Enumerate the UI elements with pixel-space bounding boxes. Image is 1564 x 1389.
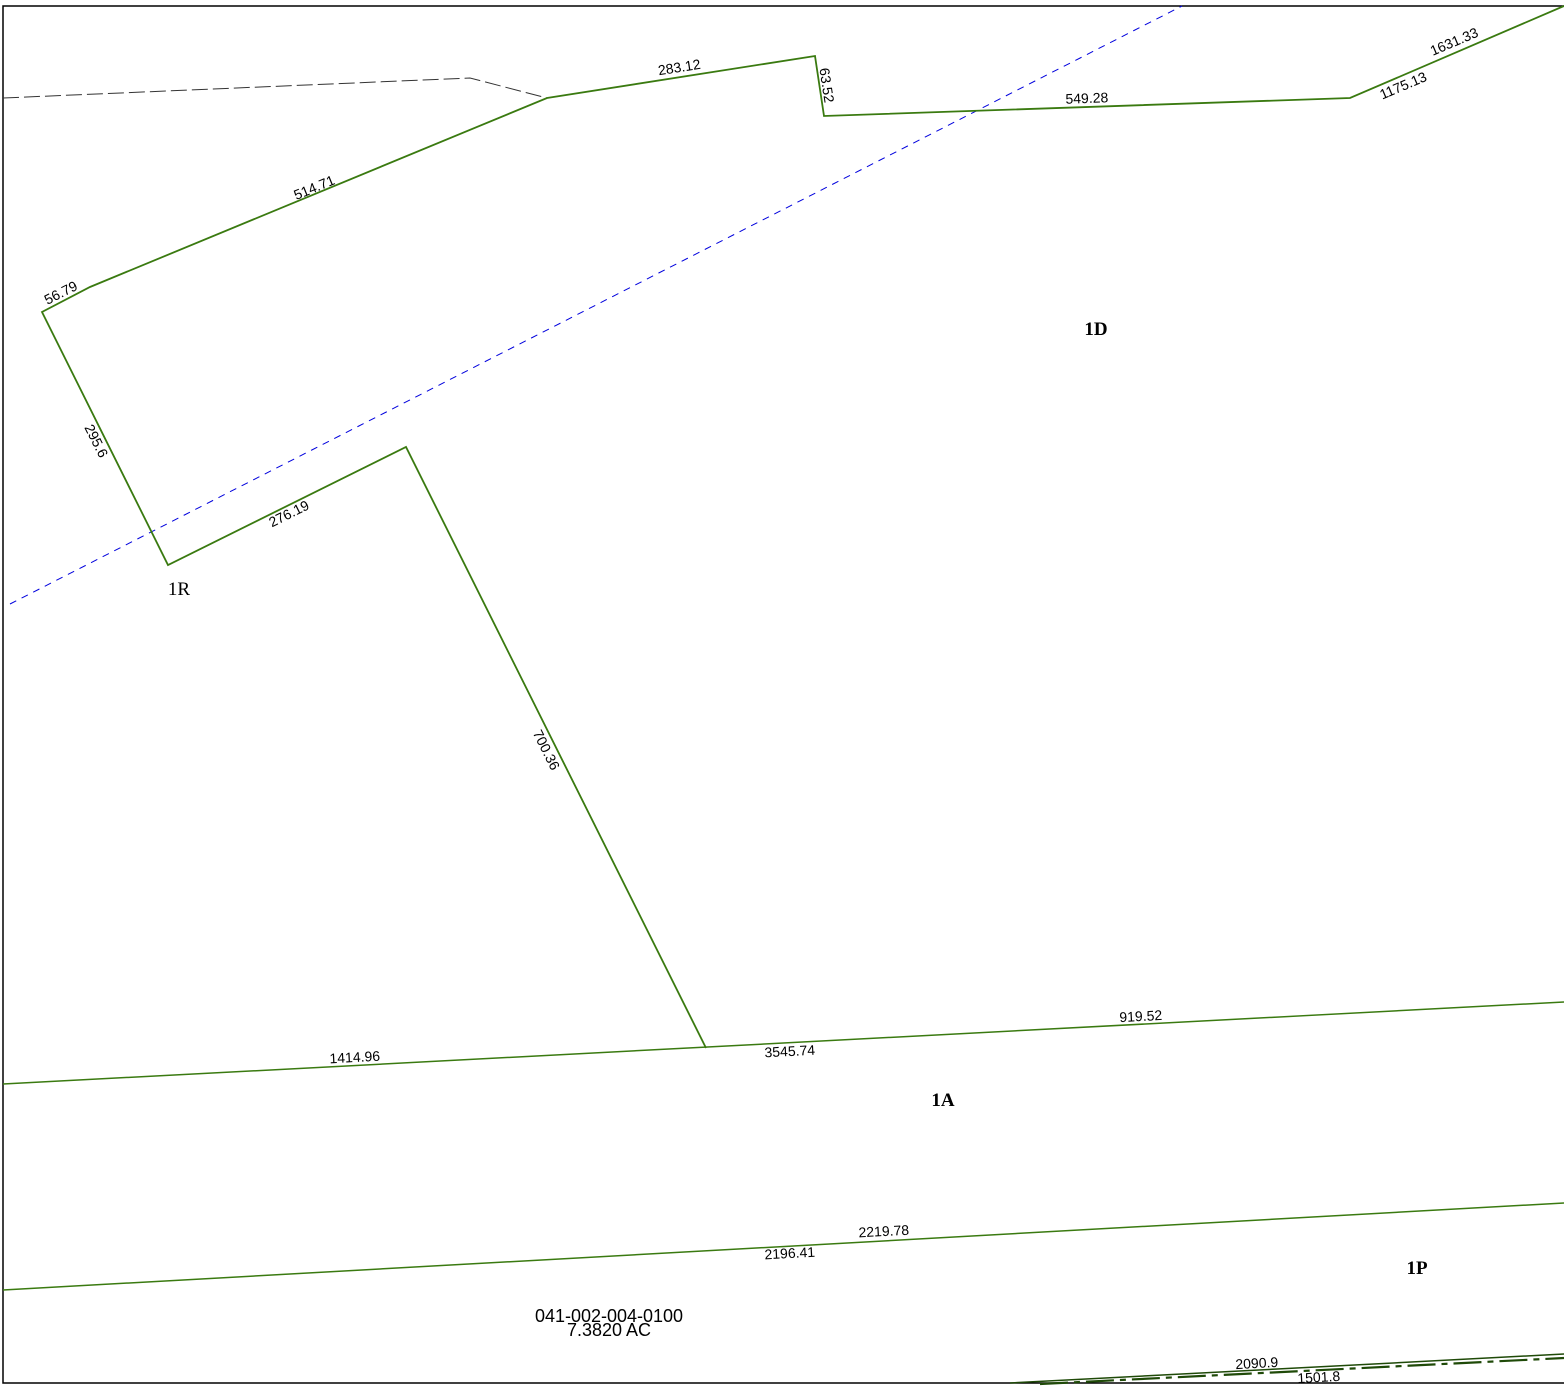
dim-919-52: 919.52 (1119, 1007, 1163, 1025)
dim-1414-96: 1414.96 (329, 1048, 381, 1067)
dim-514-71: 514.71 (291, 172, 337, 203)
dim-1501-8: 1501.8 (1297, 1368, 1341, 1386)
parcel-id: 041-002-004-0100 (535, 1306, 683, 1326)
bottom-line-dashed (1039, 1356, 1564, 1386)
dim-1175-13: 1175.13 (1377, 68, 1429, 102)
dim-283-12: 283.12 (657, 56, 702, 78)
parcel-boundary-1d (40, 5, 1564, 1049)
road-line-lower (2, 1202, 1564, 1291)
parcel-label-1a: 1A (931, 1090, 955, 1111)
road-line-upper (2, 1001, 1564, 1085)
parcel-label-1p: 1P (1406, 1258, 1428, 1279)
dim-2219-78: 2219.78 (858, 1222, 910, 1241)
dim-549-28: 549.28 (1065, 89, 1109, 106)
parcel-label-1r: 1R (168, 579, 191, 600)
easement-line (9, 5, 1183, 605)
parcel-label-1d: 1D (1084, 319, 1107, 340)
dim-700-36: 700.36 (530, 727, 564, 773)
dim-3545-74: 3545.74 (764, 1042, 816, 1061)
map-frame (2, 5, 1564, 1384)
dim-2090-9: 2090.9 (1235, 1354, 1279, 1372)
parcel-area: 7.3820 AC (567, 1320, 651, 1340)
old-boundary-line (2, 77, 548, 99)
dim-276-19: 276.19 (266, 497, 312, 530)
bottom-line-solid (1009, 1353, 1564, 1384)
dim-63-52: 63.52 (816, 67, 837, 104)
dim-2196-41: 2196.41 (764, 1244, 816, 1263)
